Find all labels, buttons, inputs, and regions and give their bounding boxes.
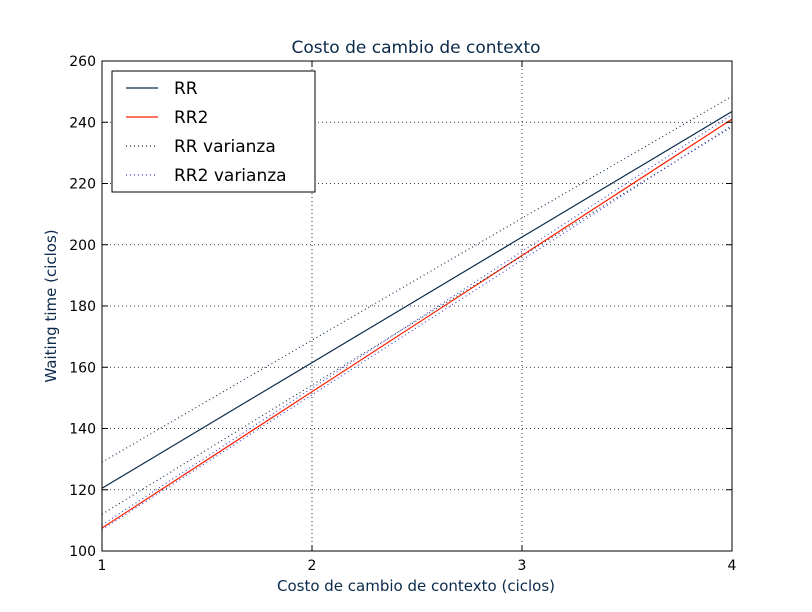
- y-tick-label: 180: [69, 299, 96, 315]
- x-tick-label: 4: [728, 558, 737, 574]
- legend: RR RR2 RR varianza RR2 varianza: [111, 70, 316, 193]
- chart-title: Costo de cambio de contexto: [291, 38, 540, 58]
- series-line-rr: [101, 111, 733, 489]
- legend-box: [111, 70, 316, 193]
- series-line-rr-varianza: [101, 95, 733, 463]
- legend-label: RR varianza: [174, 137, 276, 157]
- x-tick-label: 3: [518, 558, 527, 574]
- series-line-rr-varianza: [101, 126, 733, 515]
- y-tick-label: 120: [69, 483, 96, 499]
- y-axis-label: Waiting time (ciclos): [42, 229, 60, 382]
- y-tick-label: 260: [69, 54, 96, 70]
- y-tick-label: 100: [69, 544, 96, 560]
- legend-label: RR: [174, 79, 198, 99]
- legend-label: RR2: [174, 108, 208, 128]
- x-tick-label: 2: [308, 558, 317, 574]
- x-axis-label: Costo de cambio de contexto (ciclos): [277, 577, 555, 595]
- y-tick-label: 220: [69, 177, 96, 193]
- legend-label: RR2 varianza: [174, 166, 287, 186]
- series-layer: [101, 95, 733, 531]
- x-tick-label: 1: [98, 558, 107, 574]
- y-tick-label: 140: [69, 422, 96, 438]
- series-line-rr2: [101, 118, 733, 529]
- ticks: 1 2 3 4 100 120 140 160 180 200 220 240 260: [69, 54, 736, 574]
- series-line-rr2-varianza: [101, 124, 733, 531]
- y-tick-label: 160: [69, 360, 96, 376]
- y-tick-label: 200: [69, 238, 96, 254]
- y-tick-label: 240: [69, 115, 96, 131]
